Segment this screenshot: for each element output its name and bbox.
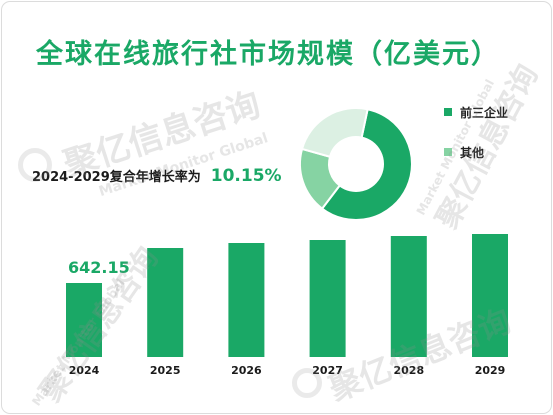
legend-label-top3: 前三企业: [460, 105, 509, 120]
cagr-label: 2024-2029复合年增长率为: [32, 170, 201, 185]
data-label: 642.15: [68, 258, 130, 277]
bar-2028: [390, 236, 427, 357]
bar-2025: [147, 248, 184, 357]
legend-label-others: 其他: [460, 145, 485, 160]
legend-swatch-top3: [444, 108, 452, 116]
x-tick-label: 2027: [312, 364, 343, 377]
chart-title: 全球在线旅行社市场规模（亿美元）: [36, 39, 500, 70]
x-tick-label: 2024: [69, 364, 100, 377]
bar-2024: [66, 283, 102, 357]
bar-2029: [472, 234, 508, 357]
x-tick-label: 2026: [231, 364, 262, 377]
legend-swatch-others: [444, 148, 452, 156]
x-tick-label: 2028: [393, 364, 424, 377]
bar-2027: [309, 240, 346, 357]
bar-2026: [228, 243, 265, 357]
donut-slice-2: [300, 106, 369, 158]
x-tick-label: 2025: [150, 364, 181, 377]
legend-item-others: 其他: [444, 144, 508, 160]
cagr-value: 10.15%: [210, 166, 282, 186]
x-tick-label: 2029: [475, 364, 506, 377]
donut-legend: 前三企业 其他: [444, 104, 508, 184]
cagr-annotation: 2024-2029复合年增长率为 10.15%: [32, 166, 282, 186]
legend-item-top3: 前三企业: [444, 104, 508, 120]
donut-slice-0: [320, 108, 413, 221]
